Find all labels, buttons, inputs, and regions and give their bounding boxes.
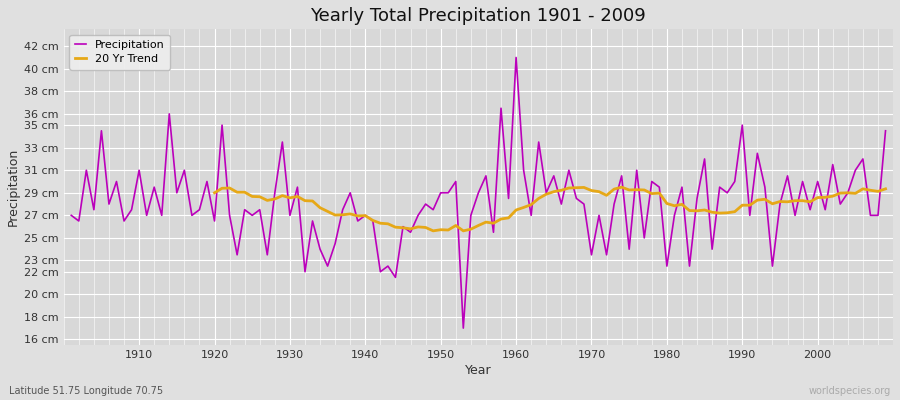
Line: Precipitation: Precipitation bbox=[71, 58, 886, 328]
Text: worldspecies.org: worldspecies.org bbox=[809, 386, 891, 396]
Title: Yearly Total Precipitation 1901 - 2009: Yearly Total Precipitation 1901 - 2009 bbox=[310, 7, 646, 25]
Precipitation bbox=[880, 128, 891, 133]
20 Yr Trend bbox=[292, 194, 302, 199]
20 Yr Trend bbox=[338, 212, 348, 217]
Legend: Precipitation, 20 Yr Trend: Precipitation, 20 Yr Trend bbox=[69, 35, 170, 70]
Precipitation bbox=[458, 326, 469, 330]
Precipitation bbox=[510, 55, 521, 60]
Precipitation bbox=[292, 185, 302, 190]
Precipitation bbox=[66, 213, 77, 218]
X-axis label: Year: Year bbox=[465, 364, 491, 377]
Precipitation bbox=[526, 213, 536, 218]
Y-axis label: Precipitation: Precipitation bbox=[7, 148, 20, 226]
Precipitation bbox=[126, 207, 137, 212]
20 Yr Trend bbox=[510, 208, 521, 212]
Precipitation bbox=[518, 168, 529, 173]
Text: Latitude 51.75 Longitude 70.75: Latitude 51.75 Longitude 70.75 bbox=[9, 386, 163, 396]
20 Yr Trend bbox=[601, 193, 612, 198]
Line: 20 Yr Trend: 20 Yr Trend bbox=[214, 187, 886, 231]
20 Yr Trend bbox=[503, 216, 514, 220]
Precipitation bbox=[338, 207, 348, 212]
Precipitation bbox=[616, 174, 627, 178]
20 Yr Trend bbox=[880, 186, 891, 191]
